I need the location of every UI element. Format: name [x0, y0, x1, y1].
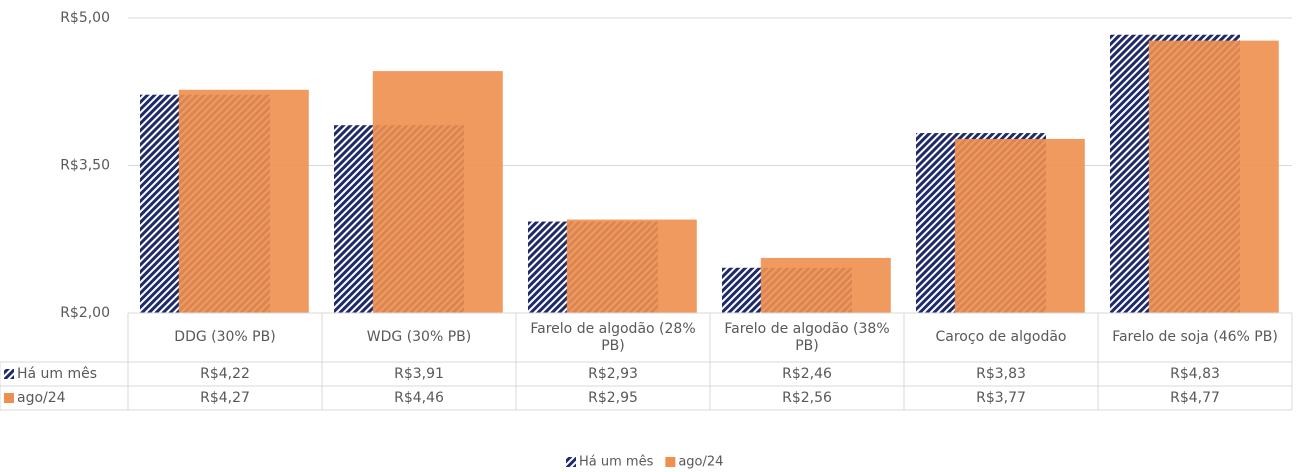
legend-key	[665, 457, 676, 467]
bar	[1148, 40, 1279, 313]
category-label: Farelo de algodão (38% PB)	[724, 320, 890, 354]
category-label: Farelo de soja (46% PB)	[1112, 329, 1278, 345]
legend-key	[566, 457, 576, 467]
table-value: R$4,22	[200, 366, 250, 382]
table-value: R$2,95	[588, 390, 638, 406]
table-value: R$2,56	[782, 390, 832, 406]
y-tick-label: R$3,50	[60, 158, 110, 174]
legend-key	[4, 393, 14, 403]
y-tick-label: R$5,00	[60, 10, 110, 26]
table-value: R$2,93	[588, 366, 638, 382]
table-value: R$4,83	[1170, 366, 1220, 382]
category-label: Caroço de algodão	[935, 329, 1067, 345]
bar	[372, 71, 503, 313]
bar	[566, 219, 697, 313]
series-label: Há um mês	[17, 366, 97, 382]
category-label: DDG (30% PB)	[174, 329, 276, 345]
bar	[760, 257, 891, 313]
table-value: R$3,83	[976, 366, 1026, 382]
legend-label: Há um mês	[579, 455, 654, 470]
legend-label: ago/24	[678, 455, 723, 470]
bar	[954, 138, 1085, 313]
series-label: ago/24	[17, 390, 66, 406]
table-value: R$2,46	[782, 366, 832, 382]
legend-key	[4, 369, 14, 379]
category-label: WDG (30% PB)	[366, 329, 472, 345]
table-value: R$3,77	[976, 390, 1026, 406]
table-value: R$4,77	[1170, 390, 1220, 406]
category-label: Farelo de algodão (28% PB)	[530, 320, 696, 354]
table-value: R$4,46	[394, 390, 444, 406]
y-tick-label: R$2,00	[60, 305, 110, 321]
bar	[178, 89, 309, 314]
table-value: R$3,91	[394, 366, 444, 382]
table-value: R$4,27	[200, 390, 250, 406]
